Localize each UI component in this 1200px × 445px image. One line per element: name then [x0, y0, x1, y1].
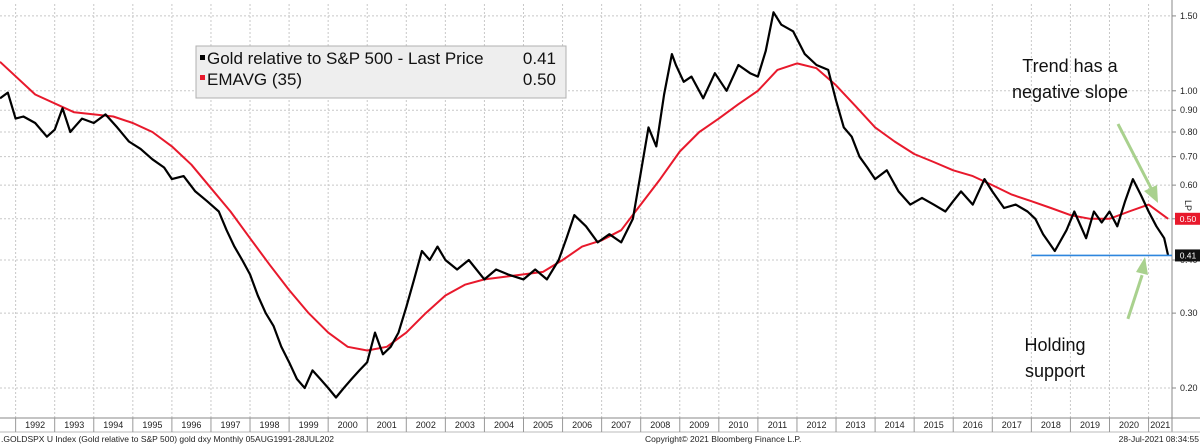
- y-tick-label: 0.20: [1180, 383, 1198, 393]
- x-tick-label: 2007: [611, 420, 631, 430]
- series-layer: [0, 11, 1170, 399]
- last-value-badge-label: 0.41: [1180, 250, 1197, 260]
- x-tick-label: 1999: [299, 420, 319, 430]
- y-tick-label: 1.50: [1180, 11, 1198, 21]
- marks-layer: 0.50 0.41: [1031, 212, 1200, 262]
- x-tick-label: 2014: [885, 420, 905, 430]
- legend-label-ema: EMAVG (35): [207, 70, 302, 89]
- y-tick-label: 1.00: [1180, 86, 1198, 96]
- y-tick-label: 0.80: [1180, 127, 1198, 137]
- x-tick-label: 1995: [142, 420, 162, 430]
- arrowhead-up: [1136, 257, 1148, 275]
- x-tick-label: 2011: [768, 420, 787, 430]
- x-tick-label: 2012: [806, 420, 826, 430]
- x-tick-label: 2008: [650, 420, 670, 430]
- annotation-arrows: [1116, 123, 1158, 320]
- x-tick-label: 2003: [455, 420, 475, 430]
- annotation-trend-line2: negative slope: [1012, 82, 1128, 102]
- y-tick-label: 0.30: [1180, 308, 1198, 318]
- last-value-badge: [1175, 212, 1200, 225]
- legend-swatch-ema: [200, 75, 205, 80]
- arrow-up-to-support: [1126, 274, 1144, 320]
- x-tick-label: 1997: [220, 420, 240, 430]
- x-tick-label: 2018: [1041, 420, 1061, 430]
- legend-label-gold: Gold relative to S&P 500 - Last Price: [207, 49, 484, 68]
- x-tick-label: 1992: [25, 420, 45, 430]
- y-tick-label: 0.60: [1180, 180, 1198, 190]
- annotation-support-line2: support: [1025, 361, 1085, 381]
- arrowhead-down: [1144, 185, 1158, 203]
- x-tick-label: 2021: [1150, 420, 1170, 430]
- x-tick-label: 1993: [64, 420, 84, 430]
- legend-value-ema: 0.50: [523, 70, 556, 89]
- y-tick-label: 0.90: [1180, 105, 1198, 115]
- x-tick-label: 2010: [728, 420, 748, 430]
- legend: Gold relative to S&P 500 - Last Price 0.…: [195, 45, 567, 99]
- x-tick-label: 2017: [1002, 420, 1022, 430]
- legend-swatch-gold: [200, 55, 205, 60]
- legend-value-gold: 0.41: [523, 49, 556, 68]
- grid-layer: [0, 4, 1172, 418]
- x-tick-label: 1994: [103, 420, 123, 430]
- footer-center: Copyright© 2021 Bloomberg Finance L.P.: [645, 434, 801, 444]
- x-tick-label: 2004: [494, 420, 514, 430]
- x-tick-label: 2013: [846, 420, 866, 430]
- x-tick-label: 2005: [533, 420, 553, 430]
- x-tick-label: 2002: [416, 420, 436, 430]
- footer-right: 28-Jul-2021 08:34:55: [1119, 434, 1200, 444]
- annotation-support-line1: Holding: [1024, 335, 1085, 355]
- legend-box: [195, 45, 567, 99]
- x-tick-label: 2006: [572, 420, 592, 430]
- series-line-gold: [0, 11, 1170, 399]
- axis-side-label: LP: [1183, 200, 1193, 211]
- x-tick-label: 1998: [260, 420, 280, 430]
- annotation-trend-line1: Trend has a: [1022, 56, 1118, 76]
- x-tick-label: 2001: [377, 420, 397, 430]
- x-tick-label: 2019: [1080, 420, 1100, 430]
- x-tick-label: 2009: [689, 420, 709, 430]
- x-tick-label: 2016: [963, 420, 983, 430]
- y-tick-label: 0.70: [1180, 152, 1198, 162]
- x-tick-label: 2015: [924, 420, 944, 430]
- last-value-badge: [1175, 249, 1200, 262]
- last-value-badge-label: 0.50: [1180, 214, 1197, 224]
- x-tick-label: 2000: [338, 420, 358, 430]
- x-tick-label: 2020: [1119, 420, 1139, 430]
- x-tick-label: 1996: [181, 420, 201, 430]
- footer-left: .GOLDSPX U Index (Gold relative to S&P 5…: [1, 434, 334, 444]
- arrow-down-to-ema: [1116, 123, 1154, 191]
